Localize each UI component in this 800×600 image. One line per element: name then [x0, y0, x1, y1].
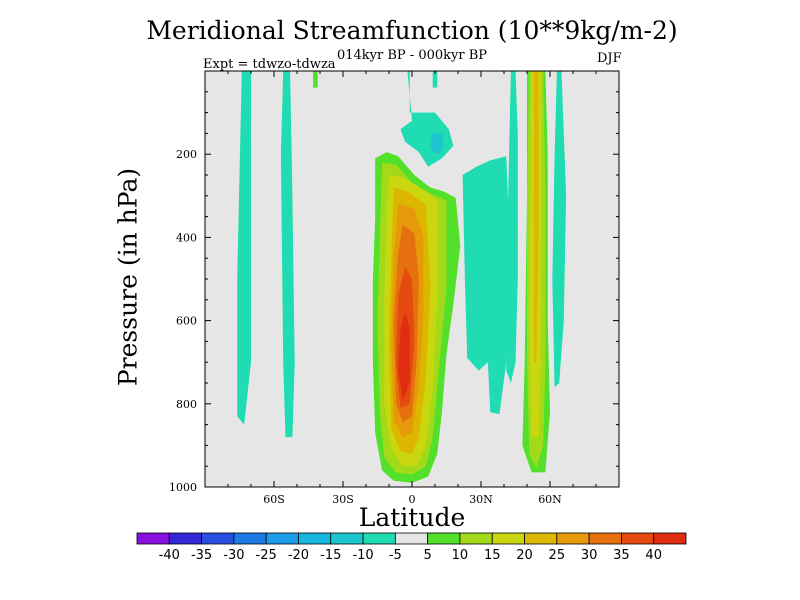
contour-nh-midlat-20-core	[533, 71, 539, 363]
x-tick-label: 0	[409, 493, 416, 506]
y-tick-label: 200	[176, 148, 197, 161]
x-tick-label: 60S	[263, 493, 285, 506]
contour-sh-top-patch	[313, 71, 318, 88]
contour-tropical-core-40	[398, 312, 410, 400]
x-tick-label: 30N	[469, 493, 493, 506]
colorbar-label: -40	[159, 548, 180, 563]
colorbar-swatch	[136, 532, 170, 545]
y-tick-label: 800	[176, 398, 197, 411]
colorbar-label: 20	[516, 548, 533, 563]
colorbar-label: -5	[389, 548, 402, 563]
contour-nh-polar-column	[506, 71, 518, 383]
colorbar-swatch	[265, 532, 299, 545]
contour-nh-upper-patch	[432, 71, 438, 88]
colorbar-swatch	[394, 532, 429, 545]
colorbar-label: 10	[452, 548, 469, 563]
colorbar-swatch	[168, 532, 202, 545]
chart-title: Meridional Streamfunction (10**9kg/m-2)	[146, 16, 678, 45]
colorbar-label: 15	[484, 548, 501, 563]
y-tick-label: 400	[176, 231, 197, 244]
colorbar-swatch	[653, 532, 687, 545]
colorbar-swatch	[524, 532, 558, 545]
colorbar-swatch	[233, 532, 267, 545]
y-tick-label: 1000	[169, 481, 197, 494]
x-tick-label: 30S	[332, 493, 354, 506]
colorbar-swatch	[201, 532, 235, 545]
contour-nh-high-lat-column	[552, 71, 567, 388]
colorbar-label: -30	[223, 548, 244, 563]
colorbar-swatch	[556, 532, 590, 545]
x-tick-label: 60N	[538, 493, 562, 506]
colorbar-swatch	[459, 532, 493, 545]
colorbar-label: -20	[288, 548, 309, 563]
y-tick-label: 600	[176, 315, 197, 328]
x-axis-label: Latitude	[358, 503, 466, 532]
season-label: DJF	[597, 51, 622, 66]
colorbar-swatch	[362, 532, 396, 545]
colorbar-swatch	[621, 532, 655, 545]
colorbar-swatch	[588, 532, 622, 545]
colorbar-swatch	[330, 532, 364, 545]
colorbar-label: -35	[191, 548, 212, 563]
axis-ticks: 60S 30S 0 30N 60N 200 400 600 800 1000	[169, 71, 620, 506]
contour-upper-level-negative-core	[430, 133, 445, 155]
colorbar-label: 35	[613, 548, 630, 563]
colorbar-label: -25	[256, 548, 277, 563]
colorbar-label: -15	[320, 548, 341, 563]
colorbar-label: 30	[581, 548, 598, 563]
contour-fills	[237, 71, 567, 483]
colorbar-swatch	[427, 532, 461, 545]
contour-sh-polar-column	[237, 71, 251, 425]
colorbar-swatch	[298, 532, 332, 545]
experiment-label: Expt = tdwzo-tdwza	[203, 57, 336, 72]
contour-nh-subtropical-column	[462, 156, 509, 415]
colorbar-label: 25	[549, 548, 566, 563]
colorbar-swatch	[491, 532, 525, 545]
contour-sh-midlat-column	[280, 71, 295, 438]
colorbar-label: 5	[424, 548, 432, 563]
chart-subtitle: 014kyr BP - 000kyr BP	[336, 48, 488, 63]
colorbar: -40 -35 -30 -25 -20 -15 -10 -5 5 10 15 20 25 30 35 40	[136, 532, 687, 563]
colorbar-label: 40	[645, 548, 662, 563]
colorbar-label: -10	[352, 548, 373, 563]
